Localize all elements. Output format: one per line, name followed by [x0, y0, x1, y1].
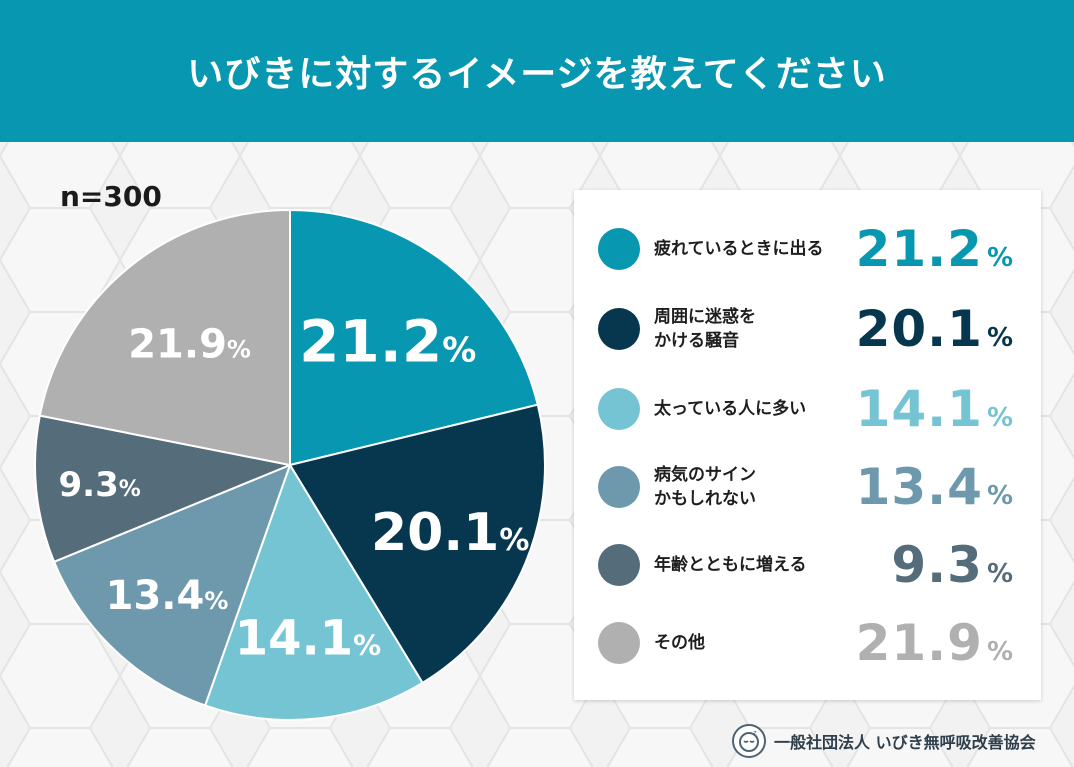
slice-value-label: 21.9%: [128, 321, 251, 367]
header-banner: いびきに対するイメージを教えてください: [0, 0, 1074, 142]
pie-slice-1: [289, 208, 539, 467]
legend-swatch: [598, 308, 640, 350]
legend-value: 21.9%: [855, 614, 1013, 672]
legend-label: その他: [654, 633, 705, 653]
legend-value: 13.4%: [855, 458, 1013, 516]
sleeping-face-icon: z: [732, 724, 766, 758]
slice-value-label: 13.4%: [106, 573, 229, 619]
page-title: いびきに対するイメージを教えてください: [187, 54, 887, 95]
slice-value-label: 20.1%: [371, 503, 529, 563]
legend-swatch: [598, 544, 640, 586]
pie-slice-3: [203, 462, 424, 721]
svg-text:z: z: [753, 729, 757, 737]
pie-slice-2: [288, 403, 546, 685]
slice-value-label: 21.2%: [299, 308, 476, 376]
legend-item: 太っている人に多い 14.1%: [574, 370, 1041, 448]
legend-panel: 疲れているときに出る 21.2% 周囲に迷惑を かける騒音 20.1% 太っている人に多…: [574, 190, 1041, 700]
legend-item: 年齢とともに増える 9.3%: [574, 526, 1041, 604]
pie-slice-5: [34, 414, 294, 564]
organization-name: 一般社団法人 いびき無呼吸改善協会: [774, 733, 1036, 752]
legend-value: 14.1%: [855, 380, 1013, 438]
legend-value: 9.3%: [891, 536, 1013, 594]
legend-label: 病気のサイン かもしれない: [654, 465, 756, 509]
legend-label: 周囲に迷惑を かける騒音: [654, 307, 756, 351]
slice-value-label: 9.3%: [59, 465, 141, 505]
legend-label: 太っている人に多い: [654, 399, 807, 419]
sample-size-label: n=300: [60, 180, 162, 213]
pie-slice-6: [38, 208, 291, 467]
footer: z 一般社団法人 いびき無呼吸改善協会: [732, 724, 1036, 758]
legend-value: 21.2%: [855, 220, 1013, 278]
legend-label: 疲れているときに出る: [654, 239, 824, 259]
pie-slice-4: [52, 463, 292, 707]
legend-item: 病気のサイン かもしれない 13.4%: [574, 448, 1041, 526]
legend-swatch: [598, 388, 640, 430]
legend-item: 疲れているときに出る 21.2%: [574, 210, 1041, 288]
legend-item: 周囲に迷惑を かける騒音 20.1%: [574, 290, 1041, 368]
legend-swatch: [598, 466, 640, 508]
legend-swatch: [598, 228, 640, 270]
legend-item: その他 21.9%: [574, 604, 1041, 682]
legend-label: 年齢とともに増える: [654, 555, 807, 575]
slice-value-label: 14.1%: [235, 611, 382, 667]
legend-value: 20.1%: [855, 300, 1013, 358]
legend-swatch: [598, 622, 640, 664]
